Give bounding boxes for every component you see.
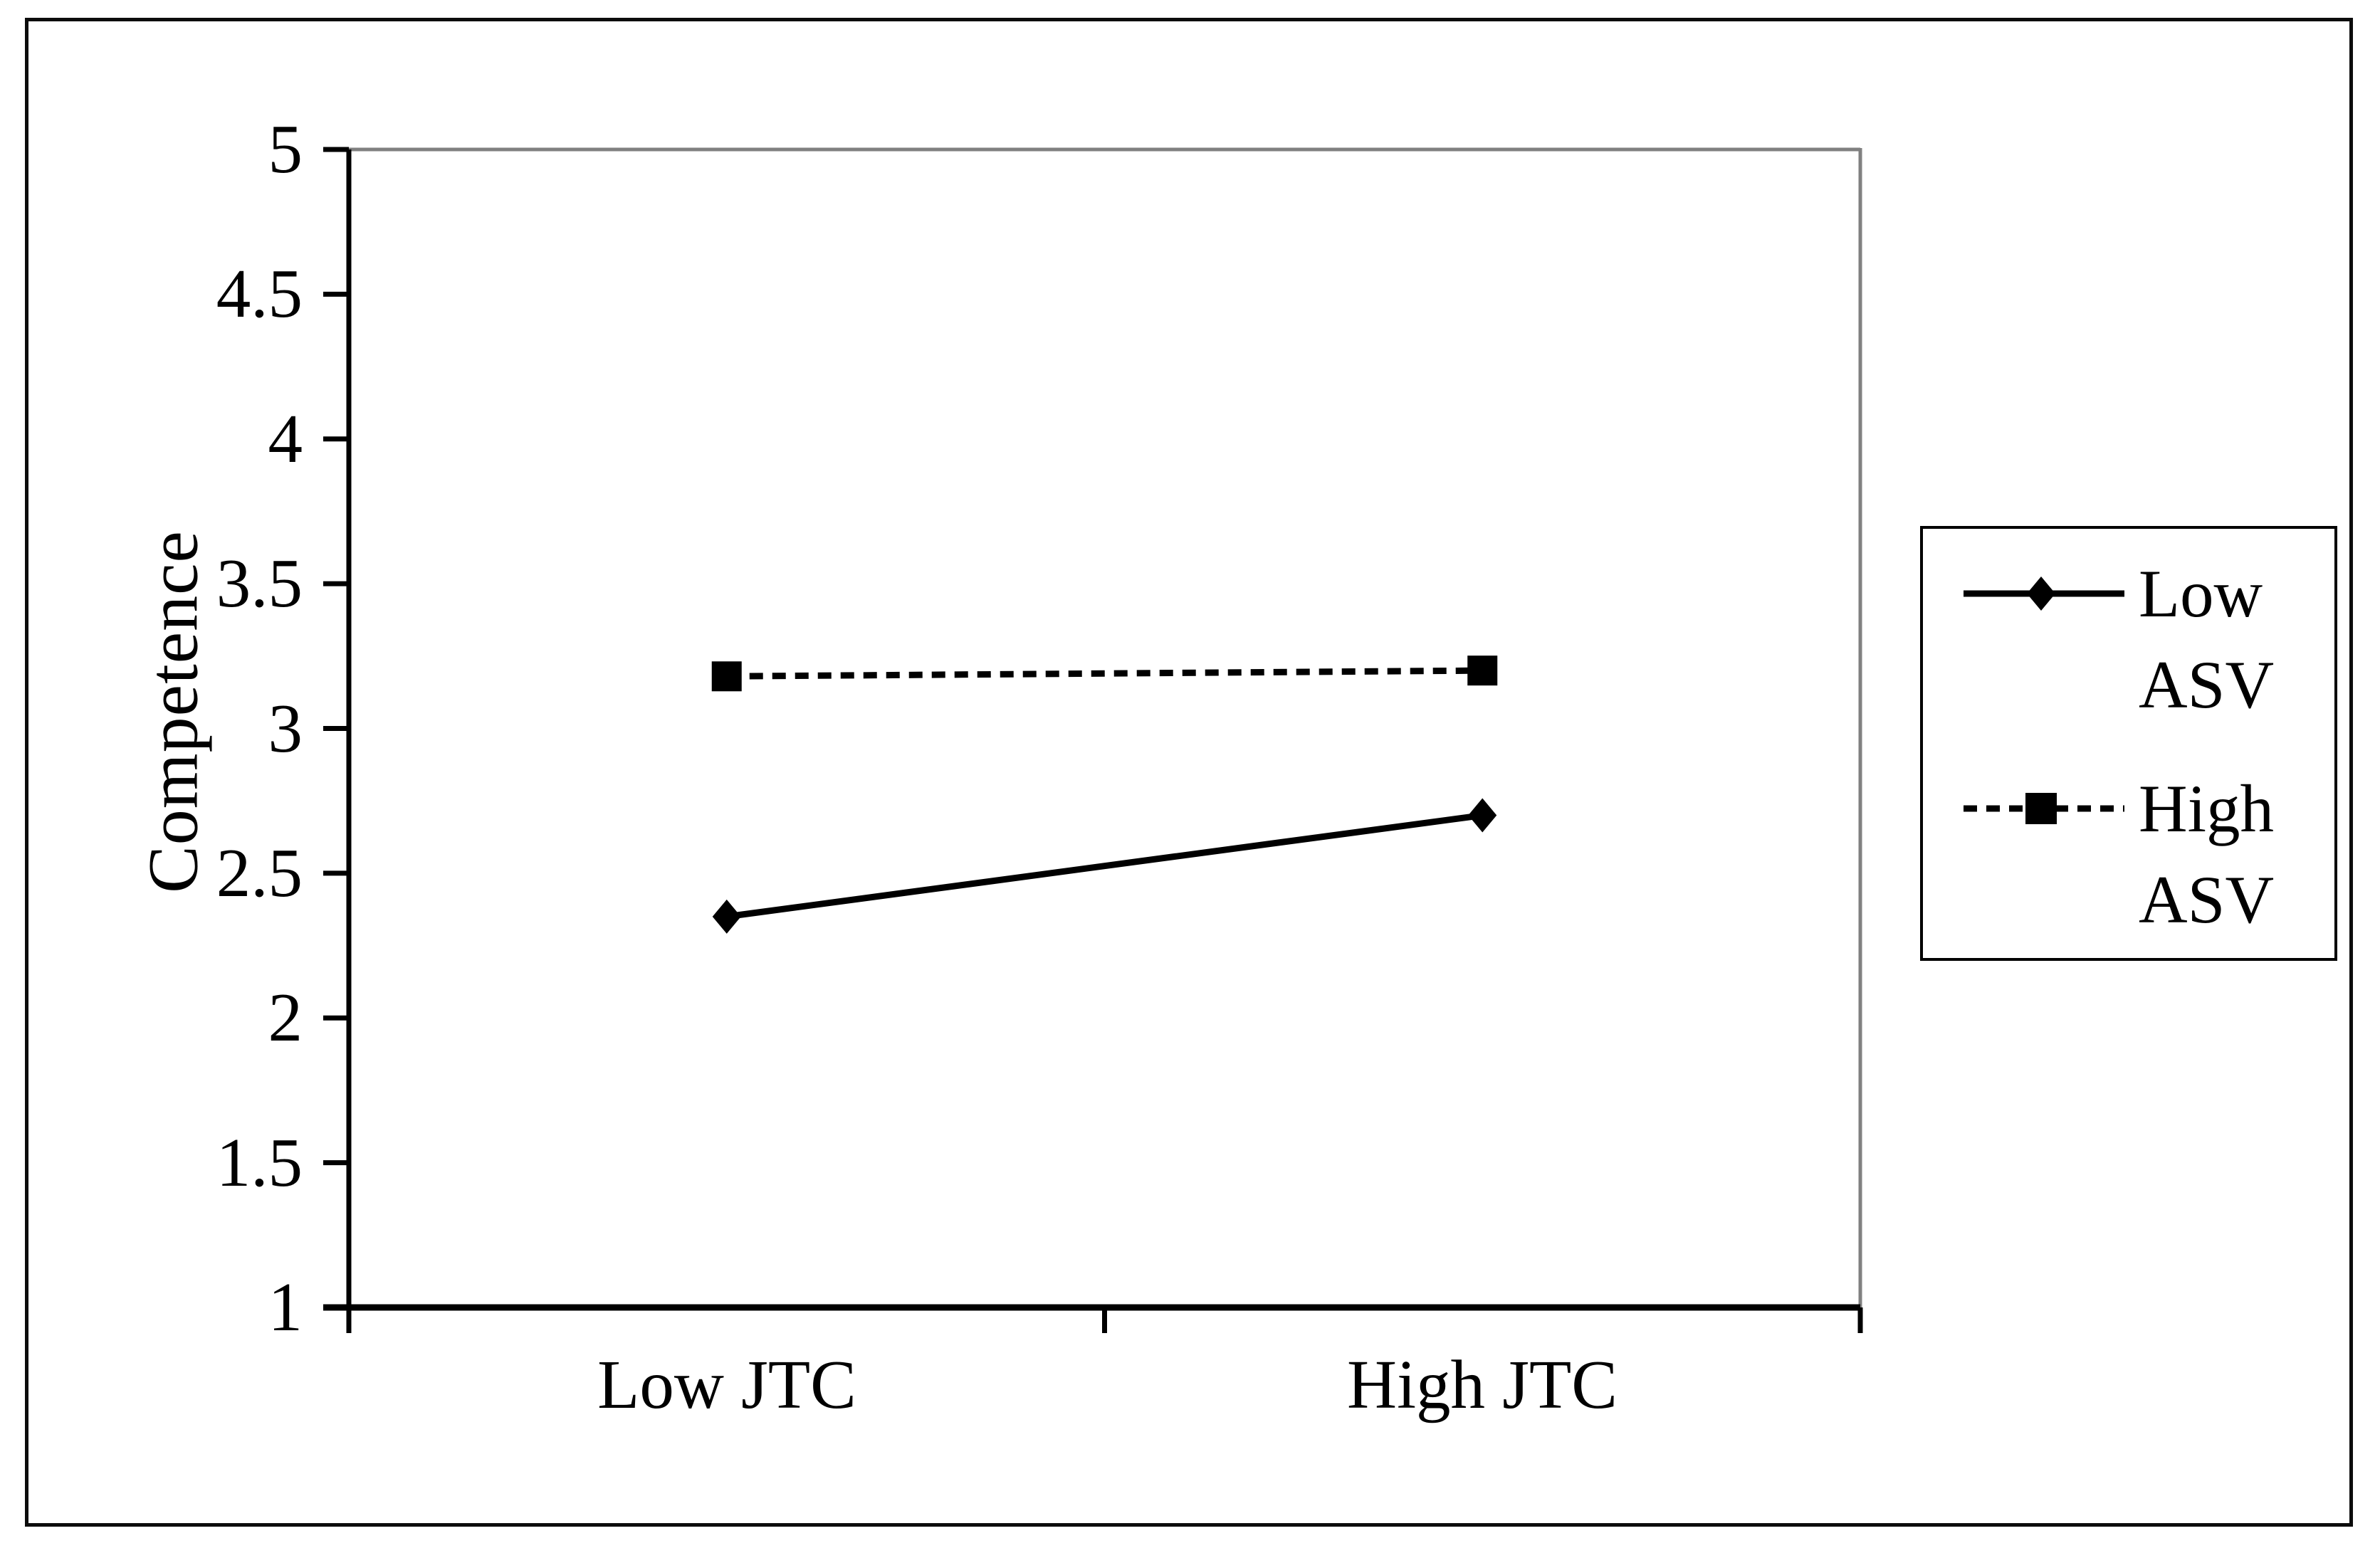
y-tick-label: 1 — [268, 1269, 303, 1345]
y-tick-label: 3.5 — [216, 545, 303, 622]
x-category-label-low-jtc: Low JTC — [597, 1347, 856, 1423]
diamond-marker-icon — [2027, 577, 2055, 611]
x-category-label-high-jtc: High JTC — [1347, 1347, 1618, 1423]
y-tick-label: 2 — [268, 979, 303, 1056]
y-tick-label: 3 — [268, 690, 303, 767]
legend-label-high-asv: High ASV — [2139, 771, 2275, 937]
y-tick-label: 1.5 — [216, 1124, 303, 1201]
series-line-low-asv — [726, 812, 1483, 920]
square-marker-icon — [2025, 793, 2057, 824]
y-tick-label: 2.5 — [216, 834, 303, 911]
high-asv-line-sample — [1964, 793, 2124, 824]
data-point-square-high-asv — [711, 661, 742, 692]
legend: Low ASV High ASV — [1920, 526, 2337, 961]
y-tick-label: 4 — [268, 400, 303, 477]
y-tick-label: 4.5 — [216, 256, 303, 332]
y-tick-label: 5 — [268, 111, 303, 187]
legend-label-low-asv: Low ASV — [2139, 556, 2275, 722]
data-point-diamond-low-asv — [712, 899, 741, 934]
series-line-high-asv — [726, 667, 1483, 680]
low-asv-line-sample — [1964, 577, 2124, 611]
data-point-diamond-low-asv — [1468, 798, 1497, 833]
data-point-square-high-asv — [1467, 656, 1498, 686]
